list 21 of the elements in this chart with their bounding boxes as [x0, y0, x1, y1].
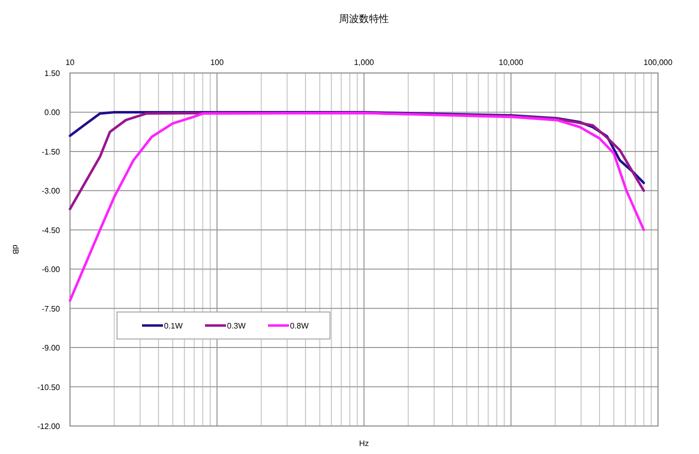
- x-tick-label: 10,000: [498, 58, 524, 67]
- chart-title: 周波数特性: [339, 13, 389, 25]
- y-tick-label: -4.50: [42, 226, 61, 235]
- x-tick-label: 100: [210, 58, 224, 67]
- y-tick-label: -12.00: [37, 422, 61, 431]
- y-tick-label: -9.00: [42, 344, 61, 353]
- x-tick-label: 100,000: [644, 58, 674, 67]
- y-tick-label: 0.00: [44, 108, 61, 118]
- y-tick-label: -6.00: [42, 265, 61, 274]
- y-tick-label: -1.50: [42, 147, 61, 156]
- y-tick-label: -7.50: [42, 304, 61, 314]
- x-tick-label: 1,000: [354, 58, 375, 67]
- y-tick-label: -10.50: [37, 382, 61, 392]
- x-axis-title: Hz: [359, 439, 369, 448]
- x-tick-label: 10: [66, 58, 75, 67]
- y-axis-title: dB: [11, 244, 20, 254]
- legend-label: 0.3W: [227, 322, 246, 330]
- y-tick-label: -3.00: [42, 186, 61, 196]
- legend-label: 0.1W: [164, 322, 184, 330]
- y-tick-label: 1.50: [44, 69, 61, 78]
- legend-label: 0.8W: [290, 322, 310, 330]
